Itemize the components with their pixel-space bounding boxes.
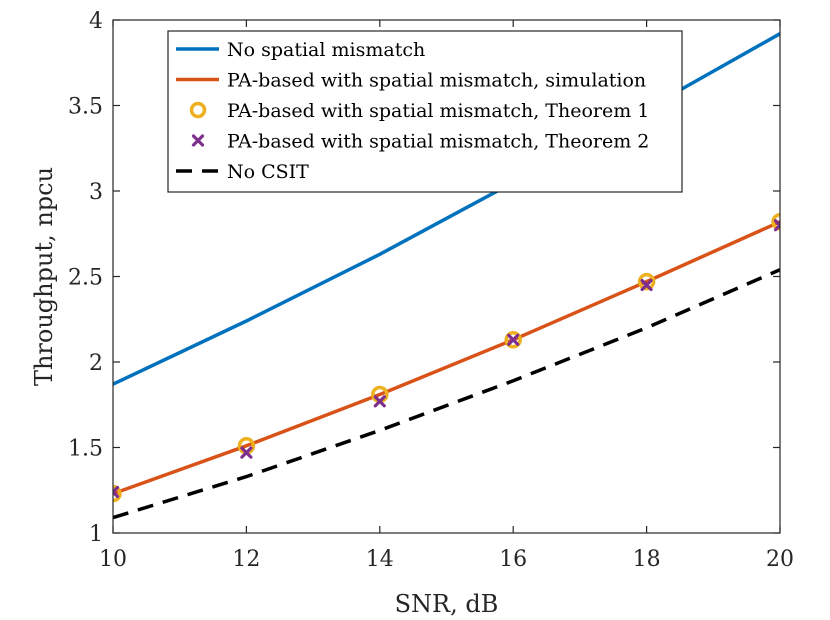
legend-box <box>167 30 683 193</box>
x-tick-label: 10 <box>99 547 127 572</box>
x-marker <box>240 446 253 459</box>
y-tick-label: 1.5 <box>68 437 103 462</box>
legend-entry-2: PA-based with spatial mismatch, simulati… <box>176 70 646 92</box>
y-tick-label: 1 <box>89 522 103 547</box>
legend: No spatial mismatch PA-based with spatial… <box>167 30 683 193</box>
legend-swatch <box>191 134 205 147</box>
x-marker <box>373 395 386 408</box>
axes-layer: 10 12 14 16 18 20 1 1.5 2 2.5 3 3.5 4 <box>68 9 794 572</box>
series-line-2 <box>113 220 780 496</box>
legend-swatch <box>189 101 207 119</box>
circle-marker <box>771 213 780 231</box>
y-tick-label: 3 <box>89 180 103 205</box>
x-tick-label: 20 <box>766 547 794 572</box>
x-tick-label: 16 <box>499 547 527 572</box>
x-tick-label: 18 <box>633 547 661 572</box>
series-line-5 <box>113 268 780 520</box>
legend-label: PA-based with spatial mismatch, Theorem … <box>227 100 649 122</box>
y-axis-label: Throughput, npcu <box>30 167 58 386</box>
x-marker <box>773 219 780 232</box>
x-tick-label: 12 <box>232 547 260 572</box>
legend-entry-5: No CSIT <box>176 161 309 183</box>
legend-entry-4: PA-based with spatial mismatch, Theorem … <box>191 131 649 153</box>
circle-marker <box>113 484 122 503</box>
legend-entry-3: PA-based with spatial mismatch, Theorem … <box>189 100 649 122</box>
legend-entry-1: No spatial mismatch <box>176 39 425 61</box>
circle-marker <box>637 272 656 291</box>
y-tick-label: 2.5 <box>68 266 103 291</box>
legend-label: No CSIT <box>227 161 309 183</box>
y-tick-label: 4 <box>89 9 103 34</box>
legend-label: No spatial mismatch <box>227 39 425 61</box>
series-5 <box>113 268 780 520</box>
series-2 <box>113 220 780 496</box>
legend-label: PA-based with spatial mismatch, Theorem … <box>227 131 649 153</box>
x-marker <box>507 333 520 346</box>
legend-label: PA-based with spatial mismatch, simulati… <box>227 70 646 92</box>
x-axis-label: SNR, dB <box>395 590 499 618</box>
x-marker <box>113 485 120 499</box>
circle-marker <box>504 331 522 349</box>
x-tick-label: 14 <box>366 547 394 572</box>
y-tick-label: 3.5 <box>68 95 103 120</box>
x-marker <box>640 278 653 292</box>
series-4 <box>113 219 780 499</box>
y-tick-label: 2 <box>89 351 103 376</box>
